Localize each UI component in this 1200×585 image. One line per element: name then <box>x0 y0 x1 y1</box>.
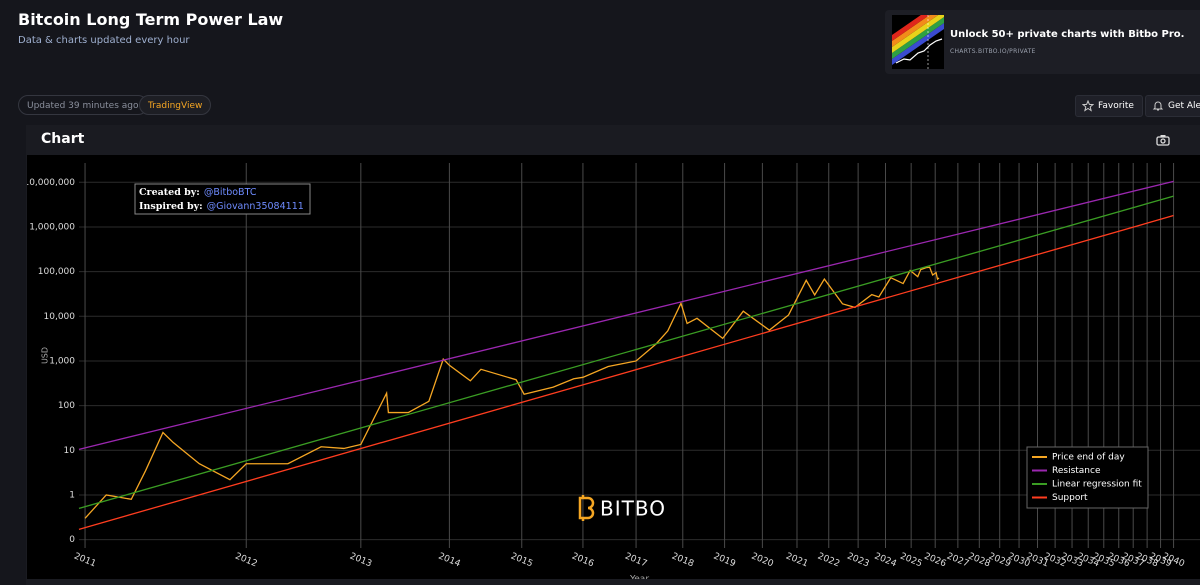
legend-label: Linear regression fit <box>1052 480 1142 490</box>
y-tick-label: 0 <box>69 535 75 545</box>
y-tick-label: 100 <box>58 401 75 411</box>
y-tick-label: 1,000 <box>49 356 75 366</box>
y-tick-label: 10 <box>64 446 76 456</box>
source-pill[interactable]: TradingView <box>139 95 212 115</box>
series-line <box>78 195 1174 510</box>
y-tick-label: 1,000,000 <box>29 222 75 232</box>
series-line <box>78 214 1174 530</box>
updated-pill: Updated 39 minutes ago <box>18 95 148 115</box>
watermark: BITBO <box>578 495 666 521</box>
star-icon <box>1082 100 1094 112</box>
x-tick-label: 2013 <box>348 552 373 570</box>
x-tick-label: 2024 <box>873 552 898 570</box>
x-axis-label: Year <box>629 575 649 580</box>
x-tick-label: 2019 <box>712 552 737 570</box>
page-title: Bitcoin Long Term Power Law <box>18 10 284 29</box>
page-subtitle: Data & charts updated every hour <box>18 35 190 46</box>
legend-label: Price end of day <box>1052 453 1125 463</box>
x-tick-label: 2026 <box>923 552 948 570</box>
y-tick-label: 1 <box>69 490 75 500</box>
legend-box <box>1026 446 1149 509</box>
series-line <box>84 266 940 519</box>
x-tick-label: 2020 <box>750 552 775 570</box>
chart: 0 1 10 100 1,000 10,000 100,000 1,000,000 10,000… <box>27 155 1200 579</box>
annotation-line: Created by: @BitboBTC <box>139 187 257 198</box>
annotation-line: Inspired by: @Giovann35084111 <box>139 201 304 212</box>
y-axis-label: USD <box>41 347 50 364</box>
legend-label: Resistance <box>1052 466 1101 476</box>
series-line <box>78 180 1174 450</box>
annotation-label: Inspired by: <box>139 201 203 212</box>
x-tick-label: 2012 <box>234 552 259 570</box>
x-tick-label: 2015 <box>509 552 534 570</box>
annotation-label: Created by: <box>139 187 200 198</box>
promo-image <box>892 15 944 69</box>
panel-title: Chart <box>41 131 85 147</box>
favorite-button[interactable]: Favorite <box>1075 95 1143 117</box>
camera-icon[interactable] <box>1156 134 1170 146</box>
y-tick-label: 100,000 <box>38 267 75 277</box>
annotation-handle: @BitboBTC <box>204 187 257 198</box>
alerts-button[interactable]: Get Alerts <box>1145 95 1200 117</box>
x-tick-label: 2017 <box>623 552 648 570</box>
promo-url[interactable]: CHARTS.BITBO.IO/PRIVATE <box>950 48 1036 55</box>
y-tick-label: 10,000 <box>44 312 76 322</box>
annotation-box <box>134 183 311 215</box>
annotation-handle: @Giovann35084111 <box>207 201 304 212</box>
watermark-text: BITBO <box>600 497 666 521</box>
promo-title[interactable]: Unlock 50+ private charts with Bitbo Pro… <box>950 29 1185 40</box>
bell-icon <box>1152 101 1164 111</box>
x-tick-label: 2014 <box>437 552 462 570</box>
x-tick-label: 2018 <box>670 552 695 570</box>
y-tick-label: 10,000,000 <box>27 178 75 188</box>
x-tick-label: 2023 <box>845 552 870 570</box>
x-tick-label: 2016 <box>570 552 595 570</box>
x-tick-label: 2011 <box>72 552 97 570</box>
x-tick-label: 2025 <box>898 552 923 570</box>
legend-label: Support <box>1052 493 1088 503</box>
x-tick-label: 2022 <box>816 552 841 570</box>
watermark-logo <box>578 495 595 521</box>
x-tick-label: 2021 <box>784 552 809 570</box>
